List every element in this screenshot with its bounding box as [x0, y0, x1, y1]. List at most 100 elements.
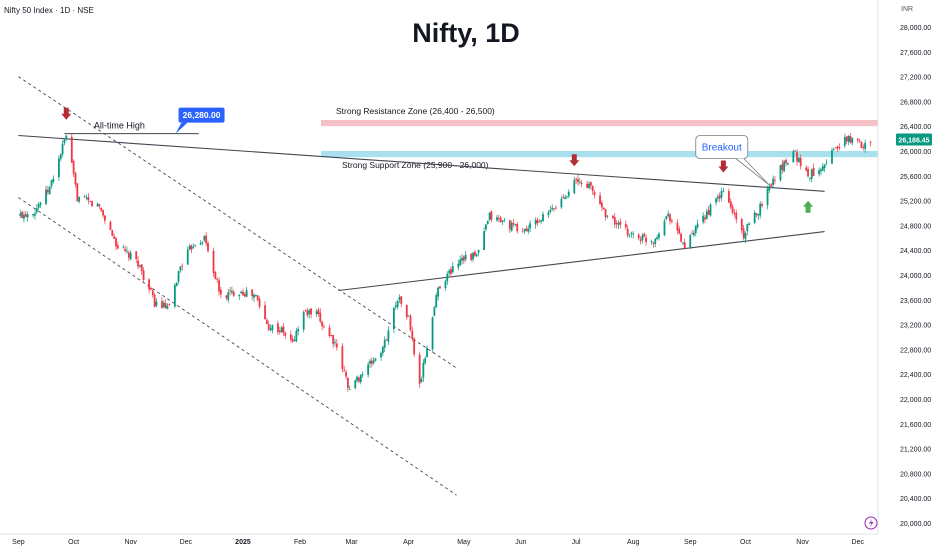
candle-body	[162, 302, 165, 308]
candle-body	[192, 247, 195, 249]
candle-body	[124, 249, 127, 252]
candle-body	[87, 196, 90, 201]
candle-body	[251, 289, 254, 297]
candle-body	[823, 164, 826, 169]
candle-body	[341, 346, 344, 370]
candle-body	[510, 222, 513, 231]
candle-body	[335, 343, 338, 348]
candle-body	[269, 328, 272, 331]
candle-body	[420, 378, 423, 382]
breakout-label: Breakout	[702, 143, 742, 154]
candle-body	[702, 215, 705, 223]
candle-body	[628, 235, 631, 237]
candle-body	[304, 310, 307, 311]
candle-body	[411, 330, 414, 339]
candle-body	[334, 342, 336, 344]
candle-body	[612, 215, 614, 218]
all-time-high-label: All-time High	[94, 121, 145, 131]
candle-body	[317, 309, 320, 315]
candle-body	[639, 239, 642, 242]
candle-body	[181, 265, 184, 267]
candle-body	[400, 296, 403, 305]
candle-body	[289, 334, 292, 340]
y-tick-label: 20,000.00	[900, 521, 931, 528]
candle-body	[600, 202, 603, 208]
candle-body	[232, 292, 235, 296]
candle-body	[785, 159, 787, 164]
candle-body	[499, 217, 502, 223]
candle-body	[89, 201, 92, 202]
candle-body	[619, 221, 622, 225]
candle-body	[475, 254, 478, 256]
candle-body	[808, 177, 811, 179]
candle-body	[72, 161, 75, 174]
candle-body	[707, 210, 710, 215]
candle-body	[150, 288, 152, 290]
candle-body	[439, 286, 441, 289]
candle-body	[437, 287, 439, 297]
y-tick-label: 21,600.00	[900, 422, 931, 429]
candle-body	[205, 235, 208, 244]
candle-body	[709, 204, 712, 216]
candle-body	[560, 198, 563, 208]
candle-body	[32, 214, 35, 216]
x-tick-label: Apr	[403, 539, 415, 546]
candle-body	[641, 235, 644, 241]
candle-body	[245, 290, 248, 297]
x-tick-label: Sep	[684, 539, 697, 546]
x-tick-label: Dec	[852, 539, 865, 546]
candle-body	[424, 358, 427, 364]
candle-body	[461, 257, 463, 261]
candle-body	[188, 245, 191, 250]
candle-body	[383, 339, 386, 348]
candle-body	[216, 278, 219, 280]
y-tick-label: 28,000.00	[900, 25, 931, 32]
candle-body	[385, 339, 388, 341]
candle-body	[832, 149, 835, 150]
candle-body	[306, 310, 309, 316]
candle-body	[462, 256, 465, 261]
candle-body	[488, 212, 491, 220]
candle-body	[58, 158, 60, 178]
candle-body	[116, 245, 119, 249]
candle-body	[720, 191, 723, 198]
candle-body	[186, 249, 189, 265]
candle-body	[670, 220, 673, 222]
candle-body	[728, 191, 730, 203]
candle-body	[100, 207, 103, 211]
candle-body	[729, 201, 732, 208]
candle-body	[343, 370, 346, 372]
candle-body	[779, 165, 782, 181]
candle-body	[19, 213, 22, 216]
candle-body	[96, 203, 99, 207]
y-tick-label: 24,000.00	[900, 273, 931, 280]
candle-body	[676, 222, 679, 231]
candle-body	[227, 292, 230, 300]
candle-body	[111, 230, 114, 236]
candle-body	[615, 222, 618, 224]
candle-body	[845, 136, 848, 142]
candle-body	[483, 231, 485, 250]
candle-body	[694, 226, 697, 234]
candle-body	[577, 179, 579, 182]
candle-body	[243, 293, 246, 297]
candle-body	[21, 211, 23, 219]
candle-body	[190, 245, 193, 250]
candle-body	[820, 169, 822, 172]
candle-body	[126, 250, 128, 252]
last-price-tag	[896, 133, 932, 146]
x-tick-label: 2025	[235, 539, 251, 546]
candle-body	[812, 167, 815, 176]
candle-body	[604, 209, 607, 218]
flash-icon[interactable]	[864, 516, 878, 530]
candle-body	[113, 236, 116, 239]
candle-body	[201, 242, 204, 244]
candle-body	[566, 196, 568, 197]
candle-body	[588, 183, 590, 188]
candle-body	[849, 136, 852, 143]
candle-body	[168, 304, 171, 305]
zone-layer: Strong Resistance Zone (26,400 - 26,500)…	[321, 106, 878, 170]
candle-body	[681, 242, 684, 244]
candle-body	[652, 242, 655, 245]
